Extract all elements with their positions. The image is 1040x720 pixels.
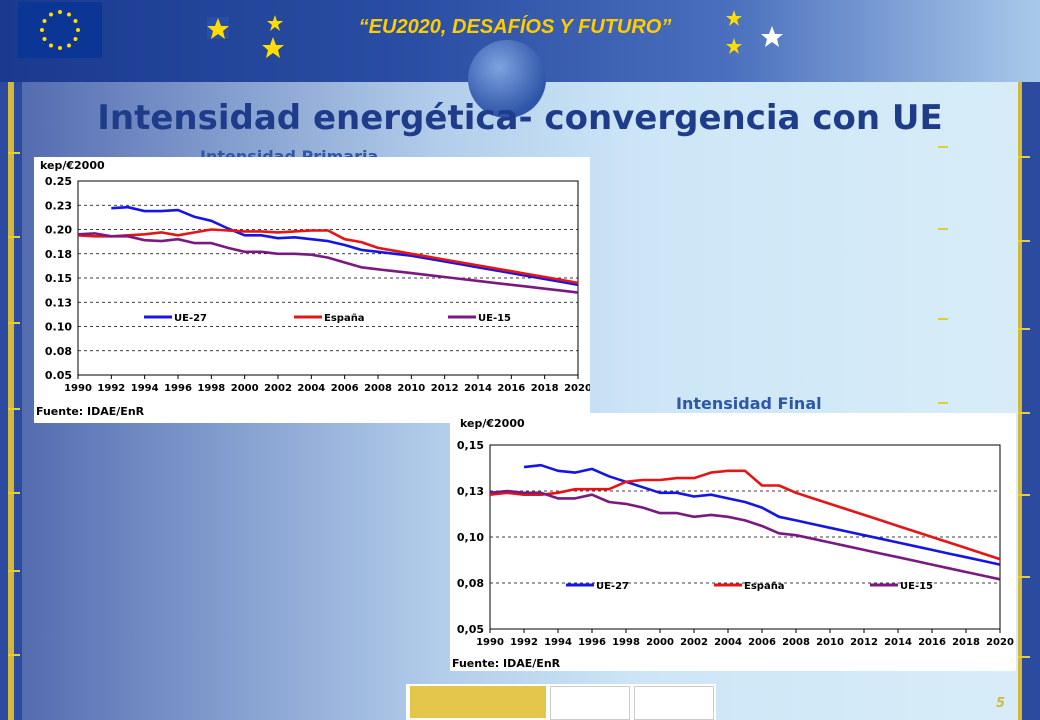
page-number: 5 bbox=[996, 696, 1006, 711]
x-tick-label: 2020 bbox=[564, 383, 590, 394]
y-tick-label: 0.25 bbox=[45, 175, 72, 188]
x-tick-label: 1996 bbox=[164, 383, 192, 394]
decorative-circle bbox=[468, 40, 546, 118]
y-tick-label: 0.15 bbox=[45, 272, 72, 285]
x-tick-label: 2004 bbox=[714, 637, 742, 648]
border-tick bbox=[1018, 240, 1030, 242]
x-tick-label: 2000 bbox=[231, 383, 259, 394]
slide-title: Intensidad energética- convergencia con … bbox=[97, 98, 943, 138]
x-tick-label: 1990 bbox=[64, 383, 92, 394]
chart-final: kep/€2000 0,15 0,13 0,10 0,08 0,05 1990 1992 19… bbox=[450, 413, 1016, 671]
source-note: Fuente: IDAE/EnR bbox=[36, 405, 145, 418]
y-tick-label: 0.05 bbox=[45, 369, 72, 382]
border-tick bbox=[1018, 412, 1030, 414]
star-decoration-icon bbox=[726, 10, 783, 54]
gobierno-logo bbox=[410, 686, 546, 718]
y-tick-label: 0,05 bbox=[457, 623, 484, 636]
y-tick-label: 0.10 bbox=[45, 321, 72, 334]
eu-presidency-logo bbox=[634, 686, 714, 720]
x-tick-label: 2010 bbox=[816, 637, 844, 648]
y-tick-label: 0.13 bbox=[45, 296, 72, 309]
legend-label: España bbox=[744, 581, 785, 592]
x-tick-label: 1994 bbox=[131, 383, 159, 394]
series-line-España bbox=[489, 469, 1001, 561]
border-tick bbox=[8, 236, 20, 238]
border-tick bbox=[8, 152, 20, 154]
legend-label: UE-27 bbox=[596, 581, 629, 592]
x-tick-label: 2016 bbox=[497, 383, 525, 394]
y-tick-label: 0.20 bbox=[45, 224, 72, 237]
x-tick-label: 2012 bbox=[431, 383, 459, 394]
gold-dash bbox=[938, 146, 948, 148]
right-border bbox=[1018, 82, 1040, 720]
border-tick bbox=[1018, 576, 1030, 578]
series-line-UE-27 bbox=[111, 205, 579, 287]
gold-dash bbox=[938, 318, 948, 320]
header-title: “EU2020, DESAFÍOS Y FUTURO” bbox=[358, 16, 672, 38]
x-tick-label: 1992 bbox=[510, 637, 538, 648]
y-tick-label: 0,10 bbox=[457, 531, 484, 544]
star-decoration-icon bbox=[207, 15, 284, 58]
legend-label: UE-15 bbox=[478, 313, 511, 324]
x-tick-label: 1992 bbox=[97, 383, 125, 394]
x-tick-label: 1990 bbox=[476, 637, 504, 648]
border-tick bbox=[1018, 156, 1030, 158]
y-axis-label: kep/€2000 bbox=[460, 417, 525, 430]
x-tick-label: 2016 bbox=[918, 637, 946, 648]
x-tick-label: 1994 bbox=[544, 637, 572, 648]
legend-label: UE-27 bbox=[174, 313, 207, 324]
series-line-UE-15 bbox=[489, 489, 1001, 581]
x-tick-label: 2008 bbox=[364, 383, 392, 394]
x-tick-label: 2014 bbox=[464, 383, 492, 394]
series-line-España bbox=[77, 228, 579, 285]
x-tick-label: 2018 bbox=[531, 383, 559, 394]
chart-primaria-svg: 0.25 0.23 0.20 0.18 0.15 0.13 0.10 0.08 0.051990… bbox=[45, 175, 590, 394]
y-tick-label: 0.23 bbox=[45, 199, 72, 212]
gold-dash bbox=[938, 228, 948, 230]
x-tick-label: 2020 bbox=[986, 637, 1014, 648]
x-tick-label: 2010 bbox=[397, 383, 425, 394]
x-tick-label: 2014 bbox=[884, 637, 912, 648]
x-tick-label: 2002 bbox=[264, 383, 292, 394]
chart-title-final: Intensidad Final bbox=[676, 394, 822, 413]
sponsor-logos bbox=[406, 684, 716, 720]
border-tick bbox=[8, 654, 20, 656]
x-tick-label: 2002 bbox=[680, 637, 708, 648]
y-axis-label: kep/€2000 bbox=[40, 159, 105, 172]
x-tick-label: 1998 bbox=[197, 383, 225, 394]
x-tick-label: 1996 bbox=[578, 637, 606, 648]
border-tick bbox=[8, 322, 20, 324]
border-tick bbox=[1018, 494, 1030, 496]
legend-label: UE-15 bbox=[900, 581, 933, 592]
y-tick-label: 0.08 bbox=[45, 345, 72, 358]
legend-label: España bbox=[324, 313, 365, 324]
border-tick bbox=[8, 570, 20, 572]
y-tick-label: 0,13 bbox=[457, 485, 484, 498]
source-note: Fuente: IDAE/EnR bbox=[452, 657, 561, 670]
series-line-UE-15 bbox=[77, 232, 579, 294]
x-tick-label: 2018 bbox=[952, 637, 980, 648]
y-tick-label: 0,08 bbox=[457, 577, 484, 590]
eu-flag-icon bbox=[18, 2, 102, 58]
y-tick-label: 0.18 bbox=[45, 248, 72, 261]
y-tick-label: 0,15 bbox=[457, 439, 484, 452]
border-tick bbox=[1018, 656, 1030, 658]
series-line-UE-27 bbox=[523, 463, 1001, 566]
x-tick-label: 1998 bbox=[612, 637, 640, 648]
x-tick-label: 2008 bbox=[782, 637, 810, 648]
border-tick bbox=[8, 492, 20, 494]
x-tick-label: 2006 bbox=[748, 637, 776, 648]
border-tick bbox=[8, 408, 20, 410]
x-tick-label: 2000 bbox=[646, 637, 674, 648]
chart-primaria: kep/€2000 0.25 0.23 0.20 0.18 0.15 0.13 0.10 0.… bbox=[34, 157, 590, 423]
x-tick-label: 2004 bbox=[297, 383, 325, 394]
left-border bbox=[0, 82, 22, 720]
x-tick-label: 2012 bbox=[850, 637, 878, 648]
idae-logo bbox=[550, 686, 630, 720]
border-tick bbox=[1018, 328, 1030, 330]
gold-dash bbox=[938, 402, 948, 404]
x-tick-label: 2006 bbox=[331, 383, 359, 394]
